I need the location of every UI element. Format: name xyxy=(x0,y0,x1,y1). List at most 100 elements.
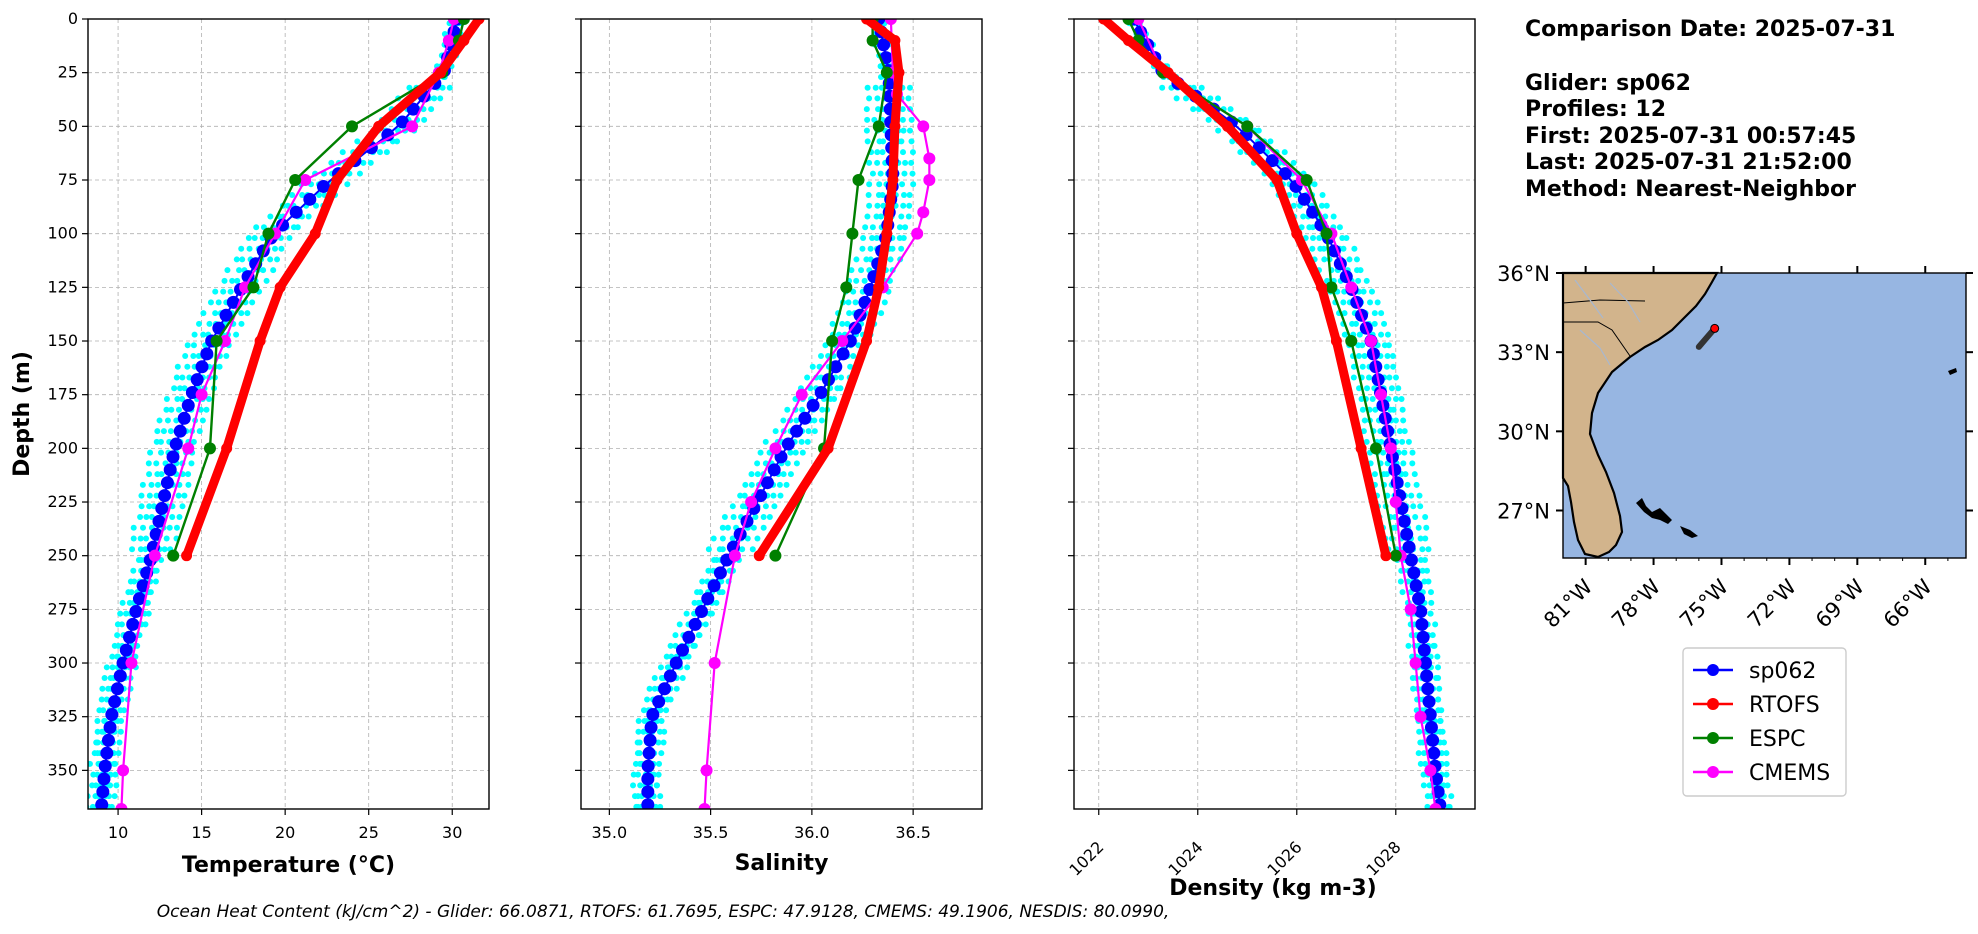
cmems-point xyxy=(1409,657,1422,670)
glider-profile-point xyxy=(906,202,913,209)
espc-point xyxy=(203,442,216,455)
cmems-point xyxy=(911,227,924,240)
x-tick-label: 15 xyxy=(191,823,211,842)
sp062-point xyxy=(113,669,127,683)
glider-profile-point xyxy=(212,288,219,295)
glider-profile-point xyxy=(667,642,674,649)
glider-profile-point xyxy=(752,514,759,521)
glider-profile-point xyxy=(899,106,906,113)
espc-point xyxy=(826,335,839,348)
rtofs-point xyxy=(861,335,873,347)
glider-profile-point xyxy=(661,728,668,735)
y-tick-label: 325 xyxy=(47,707,78,726)
espc-point xyxy=(345,120,358,133)
glider-profile-point xyxy=(1363,277,1370,284)
glider-profile-point xyxy=(863,106,870,113)
sp062-point xyxy=(1297,192,1311,206)
map-land xyxy=(1561,271,1719,559)
espc-point xyxy=(872,120,885,133)
glider-profile-point xyxy=(754,535,761,542)
glider-profile-point xyxy=(655,739,662,746)
glider-profile-point xyxy=(713,556,720,563)
glider-profile-point xyxy=(354,138,361,145)
sp062-point xyxy=(169,437,183,451)
sp062-point xyxy=(95,798,109,809)
cmems-point xyxy=(884,19,897,25)
glider-profile-point xyxy=(634,771,641,778)
glider-profile-point xyxy=(811,428,818,435)
x-tick-label: 35.0 xyxy=(592,823,628,842)
glider-profile-point xyxy=(846,310,853,317)
glider-profile-point xyxy=(906,192,913,199)
glider-profile-point xyxy=(1404,481,1411,488)
glider-profile-point xyxy=(1343,234,1350,241)
glider-profile-point xyxy=(1310,234,1317,241)
glider-profile-point xyxy=(1439,728,1446,735)
glider-profile-point xyxy=(1340,299,1347,306)
espc-point xyxy=(880,66,893,79)
glider-profile-point xyxy=(657,664,664,671)
glider-profile-point xyxy=(1392,417,1399,424)
glider-profile-point xyxy=(1173,95,1180,102)
glider-profile-point xyxy=(1446,803,1453,809)
cmems-point xyxy=(1389,496,1402,509)
glider-profile-point xyxy=(898,138,905,145)
glider-profile-point xyxy=(174,363,181,370)
cmems-point xyxy=(219,335,232,348)
legend-label: ESPC xyxy=(1749,727,1806,752)
glider-profile-point xyxy=(147,589,154,596)
glider-profile-point xyxy=(635,728,642,735)
glider-profile-point xyxy=(1352,320,1359,327)
glider-profile-point xyxy=(147,449,154,456)
glider-profile-point xyxy=(754,460,761,467)
glider-profile-point xyxy=(1390,406,1397,413)
glider-profile-point xyxy=(676,621,683,628)
temperature-axes-frame xyxy=(87,18,490,810)
glider-profile-point xyxy=(121,707,128,714)
rtofs-point xyxy=(254,335,266,347)
glider-profile-point xyxy=(1330,213,1337,220)
glider-profile-point xyxy=(108,803,115,809)
glider-profile-point xyxy=(750,524,757,531)
rtofs-point xyxy=(1098,19,1110,25)
glider-profile-point xyxy=(94,739,101,746)
glider-profile-point xyxy=(158,471,165,478)
legend-marker xyxy=(1707,698,1719,710)
glider-profile-point xyxy=(356,170,363,177)
glider-profile-point xyxy=(166,524,173,531)
y-tick-label: 125 xyxy=(47,277,78,296)
glider-profile-point xyxy=(867,245,874,252)
sp062-point xyxy=(644,720,658,734)
glider-profile-point xyxy=(696,599,703,606)
sp062-point xyxy=(701,592,715,606)
glider-profile-point xyxy=(817,353,824,360)
density-xticks: 1022 1024 1026 1028 xyxy=(1065,809,1405,880)
cmems-point xyxy=(1374,388,1387,401)
glider-profile-point xyxy=(176,514,183,521)
sp062-point xyxy=(98,759,112,773)
glider-profile-point xyxy=(656,760,663,767)
sp062-point xyxy=(395,115,409,129)
glider-profile-point xyxy=(179,374,186,381)
rtofs-point xyxy=(1221,120,1233,132)
glider-profile-point xyxy=(137,535,144,542)
glider-profile-point xyxy=(1309,224,1316,231)
glider-profile-point xyxy=(181,385,188,392)
glider-profile-point xyxy=(729,503,736,510)
cmems-point xyxy=(406,120,419,133)
glider-profile-point xyxy=(864,138,871,145)
cmems-point xyxy=(1345,281,1358,294)
glider-profile-point xyxy=(1417,535,1424,542)
sp062-point xyxy=(103,720,117,734)
glider-profile-point xyxy=(101,675,108,682)
sp062-point xyxy=(858,295,872,309)
glider-profile-point xyxy=(145,610,152,617)
glider-profile-point xyxy=(1385,342,1392,349)
glider-profile-point xyxy=(1215,127,1222,134)
glider-profile-point xyxy=(705,546,712,553)
glider-profile-point xyxy=(238,245,245,252)
glider-profile-point xyxy=(207,299,214,306)
glider-profile-point xyxy=(902,159,909,166)
glider-profile-point xyxy=(184,363,191,370)
glider-profile-point xyxy=(1320,245,1327,252)
